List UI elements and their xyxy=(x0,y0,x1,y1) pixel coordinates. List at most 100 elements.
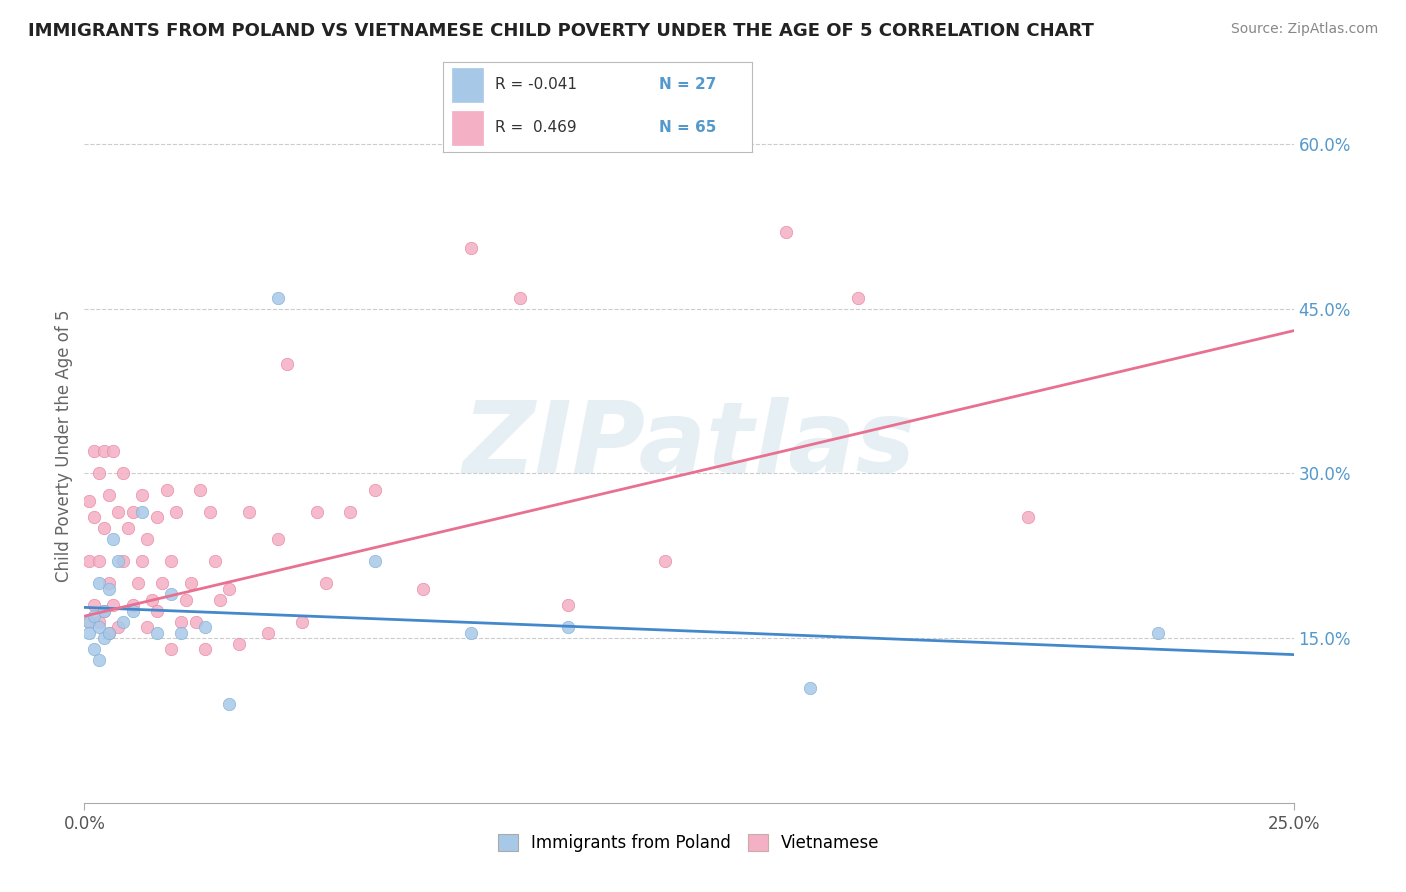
Point xyxy=(83,510,105,524)
Point xyxy=(131,554,153,568)
Point xyxy=(117,521,139,535)
Point xyxy=(87,653,110,667)
Point xyxy=(799,681,821,695)
Point xyxy=(267,291,290,305)
Point xyxy=(87,615,110,629)
Point xyxy=(103,444,125,458)
Point xyxy=(136,533,159,547)
Point xyxy=(846,291,869,305)
Point xyxy=(218,582,240,596)
Point xyxy=(557,598,579,612)
Point xyxy=(198,505,221,519)
Point xyxy=(228,637,250,651)
Point xyxy=(93,521,115,535)
Point xyxy=(170,625,193,640)
Point xyxy=(1017,510,1039,524)
Point xyxy=(146,510,169,524)
Point xyxy=(165,505,187,519)
Text: R =  0.469: R = 0.469 xyxy=(495,120,576,135)
Point xyxy=(141,592,163,607)
Text: R = -0.041: R = -0.041 xyxy=(495,78,578,92)
Point xyxy=(194,620,217,634)
Point xyxy=(460,625,482,640)
Point xyxy=(131,505,153,519)
Point xyxy=(97,625,120,640)
Point xyxy=(170,615,193,629)
Point xyxy=(97,625,120,640)
Point xyxy=(83,609,105,624)
Point xyxy=(121,604,143,618)
Point xyxy=(87,467,110,481)
Point xyxy=(363,554,385,568)
Point xyxy=(150,576,173,591)
Point xyxy=(83,444,105,458)
Point xyxy=(77,615,100,629)
Point xyxy=(97,576,120,591)
Point xyxy=(77,554,100,568)
Point xyxy=(107,554,129,568)
Point xyxy=(257,625,280,640)
Text: N = 65: N = 65 xyxy=(659,120,717,135)
Point xyxy=(155,483,177,497)
Legend: Immigrants from Poland, Vietnamese: Immigrants from Poland, Vietnamese xyxy=(492,827,886,859)
Point xyxy=(83,598,105,612)
Point xyxy=(87,576,110,591)
Point xyxy=(160,554,183,568)
Point xyxy=(87,554,110,568)
Point xyxy=(93,444,115,458)
Text: ZIPatlas: ZIPatlas xyxy=(463,398,915,494)
Point xyxy=(77,494,100,508)
Point xyxy=(276,357,298,371)
Point xyxy=(238,505,260,519)
Point xyxy=(112,615,135,629)
Point xyxy=(77,625,100,640)
Point xyxy=(93,631,115,645)
Point xyxy=(315,576,337,591)
Point xyxy=(363,483,385,497)
Bar xyxy=(453,111,484,145)
Point xyxy=(190,483,212,497)
Point xyxy=(291,615,314,629)
Point xyxy=(775,225,797,239)
Point xyxy=(160,587,183,601)
Point xyxy=(509,291,531,305)
Point xyxy=(412,582,434,596)
Point xyxy=(112,554,135,568)
Point xyxy=(131,488,153,502)
Point xyxy=(112,467,135,481)
Point xyxy=(83,642,105,657)
Text: N = 27: N = 27 xyxy=(659,78,717,92)
Bar xyxy=(453,68,484,102)
Y-axis label: Child Poverty Under the Age of 5: Child Poverty Under the Age of 5 xyxy=(55,310,73,582)
Point xyxy=(174,592,197,607)
Point xyxy=(180,576,202,591)
Point xyxy=(184,615,207,629)
Point xyxy=(93,604,115,618)
Point xyxy=(77,615,100,629)
Point xyxy=(121,505,143,519)
Point xyxy=(93,604,115,618)
Point xyxy=(121,598,143,612)
Point xyxy=(97,488,120,502)
Point xyxy=(1147,625,1170,640)
Point xyxy=(208,592,231,607)
Point xyxy=(107,620,129,634)
Point xyxy=(146,604,169,618)
Point xyxy=(305,505,328,519)
Point xyxy=(103,598,125,612)
Point xyxy=(136,620,159,634)
Point xyxy=(557,620,579,634)
Point xyxy=(127,576,149,591)
Point xyxy=(160,642,183,657)
Point xyxy=(204,554,226,568)
Point xyxy=(218,697,240,711)
Point xyxy=(654,554,676,568)
Point xyxy=(339,505,361,519)
Point xyxy=(194,642,217,657)
Text: Source: ZipAtlas.com: Source: ZipAtlas.com xyxy=(1230,22,1378,37)
Point xyxy=(460,241,482,255)
Point xyxy=(146,625,169,640)
Text: IMMIGRANTS FROM POLAND VS VIETNAMESE CHILD POVERTY UNDER THE AGE OF 5 CORRELATIO: IMMIGRANTS FROM POLAND VS VIETNAMESE CHI… xyxy=(28,22,1094,40)
Point xyxy=(107,505,129,519)
Point xyxy=(103,533,125,547)
